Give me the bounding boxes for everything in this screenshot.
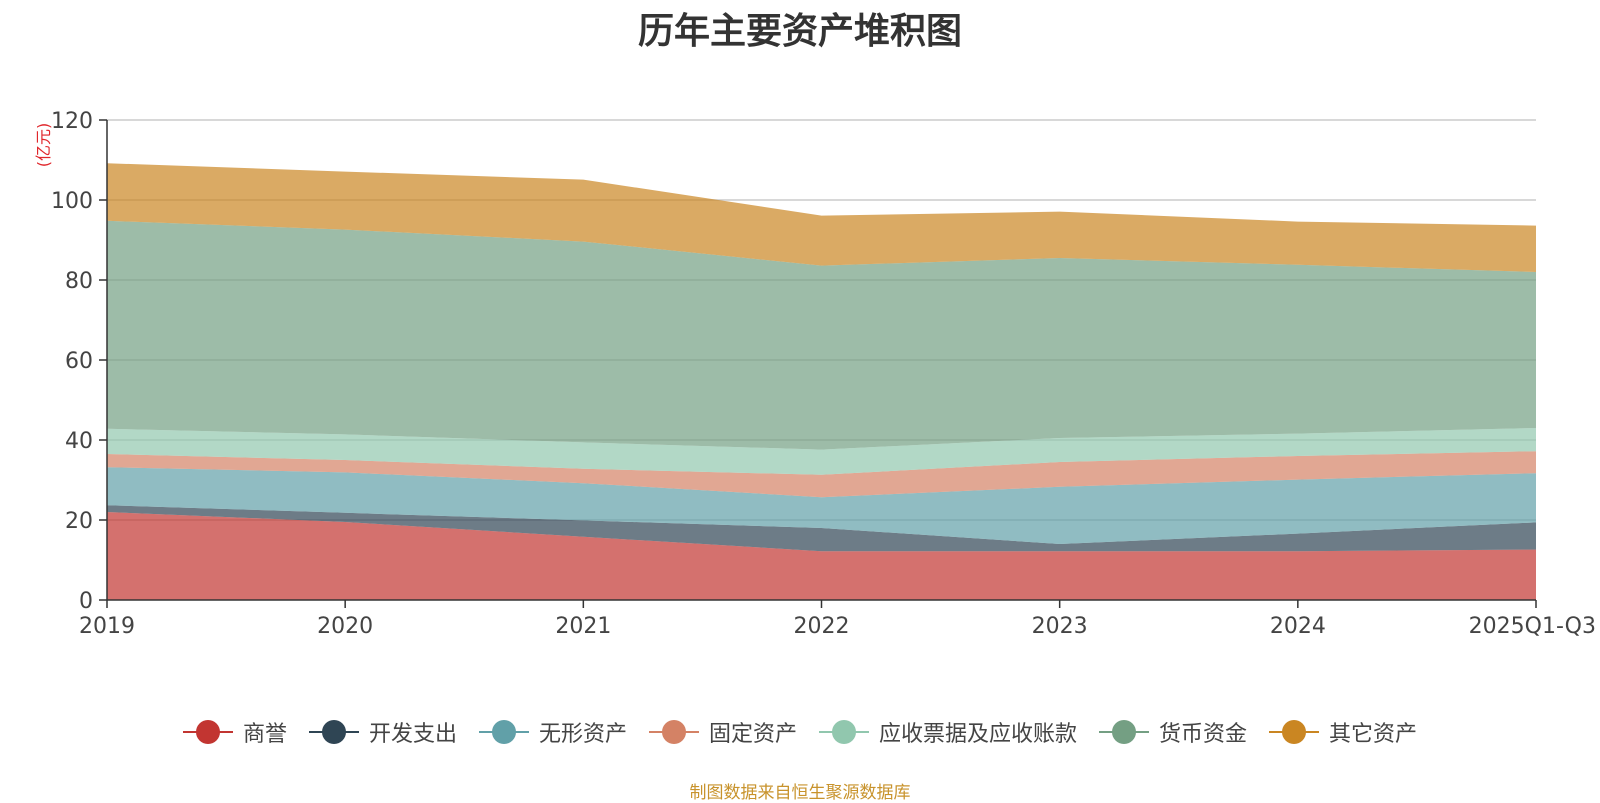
x-tick-label: 2025Q1-Q3	[1469, 614, 1596, 639]
legend-item-6[interactable]: 其它资产	[1269, 716, 1417, 748]
y-tick-label: 0	[79, 589, 93, 614]
area-series	[107, 163, 1536, 600]
area-series-1[interactable]	[107, 505, 1536, 552]
legend-label: 无形资产	[538, 722, 627, 747]
legend-item-4[interactable]: 应收票据及应收账款	[819, 716, 1077, 748]
legend-label: 固定资产	[708, 722, 797, 747]
legend-label: 应收票据及应收账款	[879, 722, 1078, 747]
legend-marker-icon	[1099, 719, 1150, 745]
area-series-6[interactable]	[107, 163, 1536, 272]
legend-label: 其它资产	[1329, 722, 1418, 747]
data-source-note: 制图数据来自恒生聚源数据库	[689, 783, 911, 803]
legend-item-2[interactable]: 无形资产	[478, 716, 627, 748]
x-tick-label: 2019	[79, 614, 135, 639]
legend-marker-icon	[182, 719, 233, 745]
legend-marker-icon	[819, 719, 869, 745]
x-tick-label: 2021	[555, 614, 611, 639]
area-series-2[interactable]	[107, 467, 1536, 544]
legend-marker-icon	[1269, 719, 1320, 745]
y-tick-label: 60	[65, 349, 93, 374]
legend-label: 商誉	[242, 722, 287, 747]
area-series-4[interactable]	[107, 428, 1536, 475]
legend: 商誉 开发支出 无形资产 固定资产 应收票据及应收账款 货币资金 其它资产	[0, 716, 1600, 748]
legend-marker-icon	[648, 719, 699, 745]
y-tick-label: 120	[51, 109, 93, 134]
area-series-5[interactable]	[107, 220, 1536, 450]
area-series-0[interactable]	[107, 512, 1536, 600]
y-tick-label: 80	[65, 269, 93, 294]
x-tick-label: 2023	[1032, 614, 1088, 639]
legend-item-5[interactable]: 货币资金	[1099, 716, 1247, 748]
y-tick-label: 20	[65, 509, 93, 534]
legend-label: 货币资金	[1159, 722, 1248, 747]
legend-item-0[interactable]: 商誉	[182, 716, 287, 748]
x-tick-label: 2022	[794, 614, 850, 639]
y-tick-label: 100	[51, 189, 93, 214]
axes: 0 20 40 60 80 100 120 2019 2020 2021 2022 2023 2024 2…	[51, 109, 1596, 639]
y-tick-label: 40	[65, 429, 93, 454]
chart-title: 历年主要资产堆积图	[637, 11, 962, 52]
legend-marker-icon	[308, 719, 359, 745]
legend-item-1[interactable]: 开发支出	[308, 716, 457, 748]
y-axis-label: (亿元)	[34, 123, 53, 168]
x-tick-label: 2020	[317, 614, 373, 639]
x-tick-label: 2024	[1270, 614, 1326, 639]
legend-marker-icon	[478, 719, 529, 745]
area-series-3[interactable]	[107, 451, 1536, 498]
stacked-area-chart: 0 20 40 60 80 100 120 2019 2020 2021 2022 2023 2024 2…	[34, 109, 1596, 639]
legend-item-3[interactable]: 固定资产	[648, 716, 797, 748]
legend-label: 开发支出	[368, 722, 457, 747]
